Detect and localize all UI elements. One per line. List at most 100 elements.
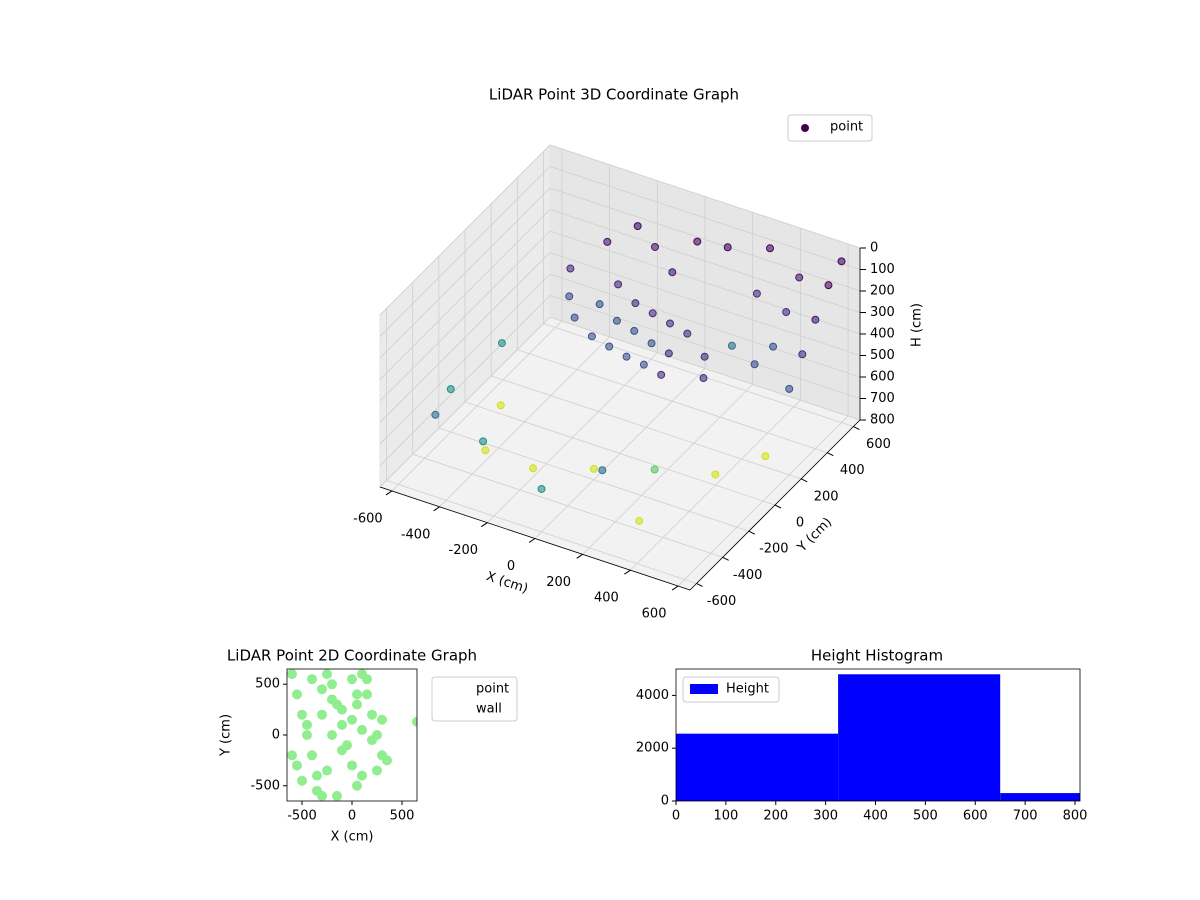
point [683, 329, 692, 338]
point [795, 273, 804, 282]
grid-line [491, 375, 802, 480]
bar [676, 733, 839, 801]
y-tick-label: 200 [814, 489, 839, 504]
point [362, 674, 372, 685]
grid-line [412, 453, 723, 558]
point [307, 750, 317, 761]
point [377, 714, 387, 725]
point [347, 674, 357, 685]
point [357, 770, 367, 781]
point [587, 332, 596, 341]
grid-line [549, 187, 861, 292]
z-tick-label: 700 [870, 391, 895, 406]
point [297, 709, 307, 720]
grid-line [379, 316, 551, 488]
x-tick-label: 500 [390, 809, 415, 824]
x-tick-label: -500 [287, 809, 317, 824]
y-tick-label: 0 [661, 794, 669, 809]
point [287, 669, 297, 680]
chart-title: Height Histogram [811, 647, 943, 665]
z-tick-label: 400 [870, 327, 895, 342]
x-tick [433, 506, 440, 512]
point [598, 466, 607, 475]
y-tick-label: -400 [733, 568, 763, 583]
point [837, 257, 846, 266]
point [785, 384, 794, 393]
z-tick-label: 500 [870, 348, 895, 363]
x-tick-label: 600 [963, 809, 988, 824]
point [666, 319, 674, 328]
point [699, 374, 708, 383]
point [664, 349, 673, 358]
point [431, 410, 440, 419]
point [307, 674, 317, 685]
chart-title: LiDAR Point 2D Coordinate Graph [227, 647, 477, 665]
point [750, 360, 759, 369]
point [537, 484, 546, 493]
point [603, 237, 612, 246]
point [337, 745, 347, 756]
bar [1000, 793, 1080, 801]
z-tick-label: 600 [870, 370, 895, 385]
point [570, 313, 579, 322]
point [798, 350, 807, 359]
grid-line [379, 166, 551, 337]
point [631, 299, 640, 308]
point [372, 765, 382, 776]
grid-line [549, 144, 861, 249]
point [367, 709, 377, 720]
x-tick-label: 600 [642, 607, 667, 622]
grid-line [549, 295, 861, 399]
y-tick-label: 0 [272, 728, 280, 743]
y-tick [774, 504, 782, 509]
point [727, 341, 736, 350]
point [367, 735, 377, 746]
x-tick-label: 500 [913, 809, 938, 824]
grid-line [543, 323, 854, 427]
grid-line [379, 273, 551, 445]
grid-line [549, 252, 861, 356]
y-tick [800, 478, 808, 483]
point [312, 785, 322, 796]
point [352, 699, 362, 710]
x-tick-label: 0 [672, 809, 680, 824]
point [639, 360, 648, 369]
point [292, 760, 302, 771]
point [496, 401, 505, 410]
x-tick-label: -600 [353, 511, 383, 526]
x-tick-label: 800 [1063, 809, 1088, 824]
point [700, 352, 709, 361]
point [648, 309, 657, 318]
y-tick [853, 426, 860, 430]
x-tick-label: 0 [507, 559, 515, 574]
y-tick [827, 452, 834, 457]
point [752, 289, 761, 298]
point [317, 684, 327, 695]
point [622, 352, 631, 361]
point [357, 724, 367, 735]
point [633, 222, 642, 231]
x-tick [481, 522, 488, 528]
point [761, 452, 770, 461]
point [605, 342, 614, 351]
point [782, 308, 791, 317]
grid-line [379, 252, 551, 423]
x-tick-label: 200 [546, 575, 571, 590]
z-tick-label: 100 [870, 262, 895, 277]
point [565, 292, 574, 301]
grid-line [379, 209, 551, 380]
grid-line [379, 144, 551, 316]
point [322, 765, 332, 776]
point [589, 464, 598, 473]
point [529, 464, 538, 473]
point [332, 790, 342, 801]
point [327, 679, 337, 690]
z-tick-label: 800 [870, 413, 895, 428]
point [612, 316, 621, 325]
z-tick-label: 0 [870, 241, 878, 256]
grid-line [549, 166, 861, 270]
point [292, 689, 302, 700]
point [327, 694, 337, 705]
x-tick-label: -200 [449, 543, 479, 558]
z-tick-label: 200 [870, 284, 895, 299]
